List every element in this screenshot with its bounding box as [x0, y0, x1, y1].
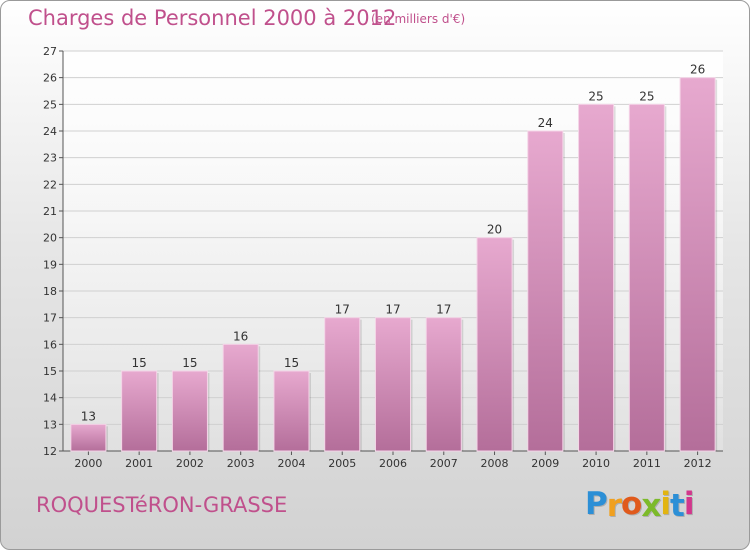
bars	[70, 77, 718, 452]
data-label: 25	[639, 89, 654, 103]
x-tick-label: 2006	[379, 457, 407, 470]
bar-2007	[425, 317, 462, 452]
y-tick-label: 23	[43, 152, 57, 165]
y-tick-label: 18	[43, 285, 57, 298]
y-tick-label: 13	[43, 418, 57, 431]
chart-subtitle: (en milliers d'€)	[371, 12, 466, 26]
x-tick-label: 2012	[684, 457, 712, 470]
bar-2009	[527, 130, 564, 452]
data-label: 15	[284, 356, 299, 370]
data-label: 16	[233, 329, 248, 343]
x-tick-label: 2011	[633, 457, 661, 470]
data-label: 15	[182, 356, 197, 370]
brand-letter: o	[621, 486, 642, 522]
brand-letter: P	[585, 486, 608, 522]
bar-2008	[476, 237, 513, 452]
y-tick-label: 27	[43, 45, 57, 58]
bar-2011	[628, 103, 665, 452]
brand-letter: i	[660, 486, 671, 522]
x-tick-label: 2004	[277, 457, 305, 470]
bar-2001	[121, 370, 158, 452]
bar-2010	[578, 103, 615, 452]
y-tick-label: 21	[43, 205, 57, 218]
data-label: 15	[132, 356, 147, 370]
x-tick-label: 2009	[531, 457, 559, 470]
brand-letter: x	[641, 488, 661, 524]
y-tick-label: 25	[43, 98, 57, 111]
y-tick-labels: 12 13 14 15 16 17 18 19 20 21 22 23 24 25 26 27	[43, 45, 57, 458]
y-tick-label: 12	[43, 445, 57, 458]
y-tick-label: 14	[43, 392, 57, 405]
data-label: 13	[81, 409, 96, 423]
data-label: 17	[385, 303, 400, 317]
data-label: 17	[436, 303, 451, 317]
bar-2006	[374, 317, 412, 452]
commune-name: ROQUESTéRON-GRASSE	[36, 493, 288, 517]
x-tick-label: 2003	[227, 457, 255, 470]
bar-2012	[679, 77, 716, 452]
x-tick-label: 2000	[74, 457, 102, 470]
bar-2005	[324, 317, 361, 452]
data-labels: 13 15 15 16 15 17 17 17 20 24 25 25 26	[81, 63, 706, 424]
data-label: 26	[690, 63, 705, 77]
bar-2002	[171, 370, 208, 452]
y-tick-label: 15	[43, 365, 57, 378]
x-tick-labels: 2000 2001 2002 2003 2004 2005 2006 2007 2008 2009…	[74, 457, 711, 470]
chart-title: Charges de Personnel 2000 à 2012	[28, 6, 397, 30]
bar-2004	[273, 370, 310, 452]
y-tick-label: 17	[43, 312, 57, 325]
y-tick-label: 19	[43, 258, 57, 271]
y-tick-label: 20	[43, 232, 57, 245]
bar-2000	[70, 423, 107, 452]
x-tick-label: 2007	[430, 457, 458, 470]
bar-2003	[222, 343, 259, 452]
brand-letter: r	[606, 488, 622, 524]
data-label: 17	[335, 303, 350, 317]
data-label: 20	[487, 223, 502, 237]
y-tick-label: 16	[43, 338, 57, 351]
x-tick-label: 2001	[125, 457, 153, 470]
x-tick-label: 2005	[328, 457, 356, 470]
y-tick-label: 26	[43, 72, 57, 85]
data-label: 24	[538, 116, 553, 130]
x-tick-label: 2008	[481, 457, 509, 470]
brand-letter: t	[669, 488, 685, 524]
brand-letter: i	[683, 486, 695, 522]
x-tick-label: 2010	[582, 457, 610, 470]
y-tick-label: 24	[43, 125, 57, 138]
y-tick-label: 22	[43, 178, 57, 191]
proxiti-logo: Proxiti	[585, 486, 695, 524]
x-tick-label: 2002	[176, 457, 204, 470]
data-label: 25	[588, 89, 603, 103]
